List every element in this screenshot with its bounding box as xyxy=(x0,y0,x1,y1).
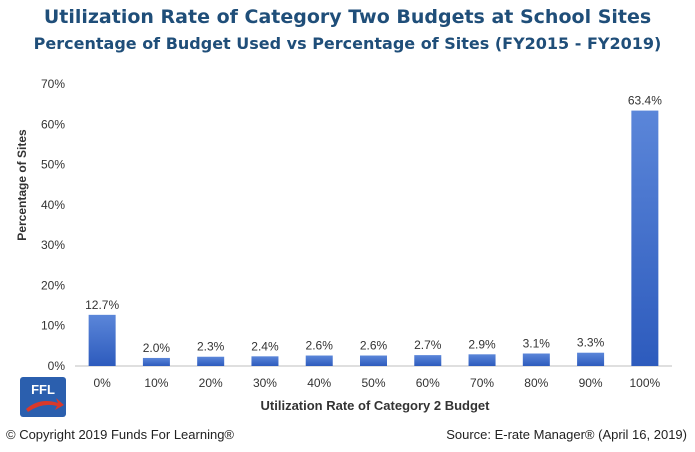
data-label: 2.6% xyxy=(306,339,334,353)
x-tick-label: 10% xyxy=(144,376,168,390)
bars: 12.7% 2.0% 2.3% 2.4% 2.6% 2.6% 2.7% 2.9% 3.1% 3.3… xyxy=(85,94,662,367)
y-axis: 0% 10% 20% 30% 40% 50% 60% 70% xyxy=(41,77,672,373)
data-label: 2.7% xyxy=(414,338,442,352)
data-label: 12.7% xyxy=(85,298,119,312)
x-tick-label: 20% xyxy=(199,376,223,390)
x-axis: 0% 10% 20% 30% 40% 50% 60% 70% 80% 90% 100% xyxy=(93,376,660,390)
data-label: 2.6% xyxy=(360,339,388,353)
ffl-logo: FFL xyxy=(20,377,66,417)
bar xyxy=(360,355,387,366)
x-tick-label: 70% xyxy=(470,376,494,390)
x-axis-label: Utilization Rate of Category 2 Budget xyxy=(261,398,491,413)
y-tick-label: 20% xyxy=(41,278,65,292)
bar xyxy=(305,355,333,366)
x-tick-label: 0% xyxy=(93,376,111,390)
data-label: 3.1% xyxy=(523,337,551,351)
y-tick-label: 70% xyxy=(41,77,65,91)
x-tick-label: 80% xyxy=(524,376,548,390)
source-text: Source: E-rate Manager® (April 16, 2019) xyxy=(446,427,687,442)
data-label: 63.4% xyxy=(628,94,662,108)
bar xyxy=(631,110,659,367)
data-label: 2.4% xyxy=(251,339,279,353)
x-tick-label: 90% xyxy=(579,376,603,390)
chart-subtitle: Percentage of Budget Used vs Percentage … xyxy=(33,34,662,53)
y-tick-label: 40% xyxy=(41,198,65,212)
x-tick-label: 40% xyxy=(307,376,331,390)
chart-title: Utilization Rate of Category Two Budgets… xyxy=(43,6,652,28)
y-axis-label: Percentage of Sites xyxy=(15,129,29,241)
copyright-text: © Copyright 2019 Funds For Learning® xyxy=(6,427,235,442)
bar xyxy=(251,356,279,366)
y-tick-label: 10% xyxy=(41,319,65,333)
y-tick-label: 30% xyxy=(41,238,65,252)
y-tick-label: 50% xyxy=(41,158,65,172)
bar xyxy=(142,357,170,366)
y-tick-label: 60% xyxy=(41,117,65,131)
data-label: 2.0% xyxy=(143,341,171,355)
x-tick-label: 60% xyxy=(416,376,440,390)
data-label: 2.9% xyxy=(468,337,496,351)
bar xyxy=(522,353,550,366)
bar xyxy=(197,356,225,366)
x-tick-label: 50% xyxy=(361,376,385,390)
data-label: 3.3% xyxy=(577,336,605,350)
x-tick-label: 100% xyxy=(630,376,661,390)
bar xyxy=(414,355,442,366)
y-tick-label: 0% xyxy=(48,359,66,373)
data-label: 2.3% xyxy=(197,340,225,354)
logo-text: FFL xyxy=(31,382,55,397)
bar xyxy=(577,352,605,366)
bar xyxy=(468,354,496,366)
bar xyxy=(88,314,116,366)
x-tick-label: 30% xyxy=(253,376,277,390)
